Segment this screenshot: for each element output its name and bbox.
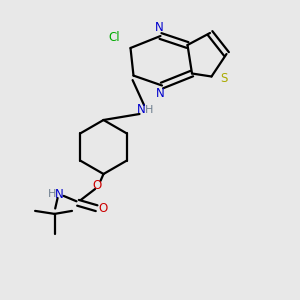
Text: Cl: Cl bbox=[108, 31, 120, 44]
Text: H: H bbox=[48, 189, 56, 199]
Text: O: O bbox=[99, 202, 108, 215]
Text: N: N bbox=[154, 21, 164, 34]
Text: N: N bbox=[156, 87, 165, 101]
Text: N: N bbox=[55, 188, 64, 201]
Text: H: H bbox=[145, 105, 154, 115]
Text: O: O bbox=[93, 179, 102, 192]
Text: N: N bbox=[136, 103, 146, 116]
Text: S: S bbox=[220, 71, 227, 85]
